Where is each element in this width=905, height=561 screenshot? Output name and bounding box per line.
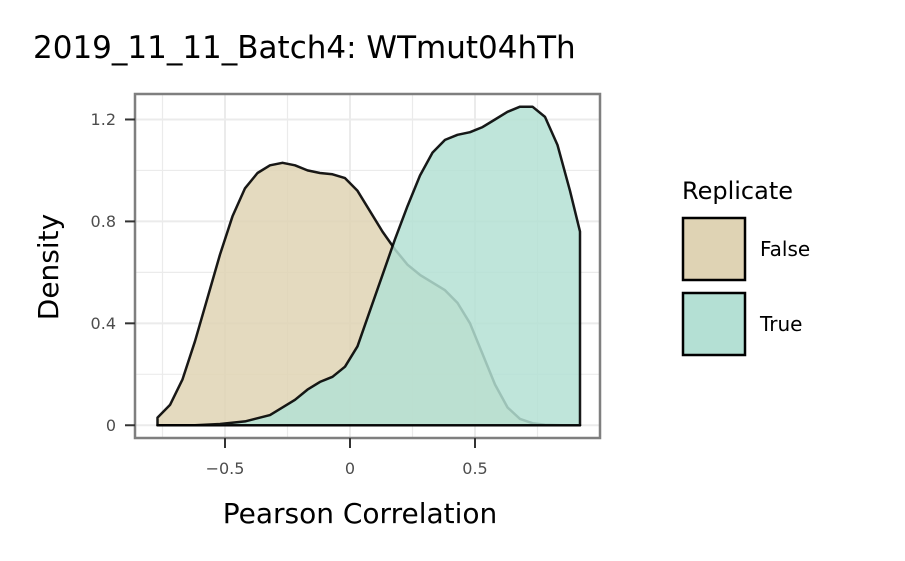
y-axis: 0 0.4 0.8 1.2 [91, 110, 135, 435]
y-tick-label: 0.8 [91, 212, 116, 231]
x-tick-label: 0.5 [462, 459, 487, 478]
y-tick-label: 0 [106, 416, 116, 435]
y-tick-label: 1.2 [91, 110, 116, 129]
y-axis-title: Density [32, 214, 65, 320]
legend-label: True [759, 312, 802, 336]
legend-title: Replicate [682, 177, 793, 205]
legend-swatch-true [681, 291, 747, 357]
x-axis-title: Pearson Correlation [223, 497, 498, 530]
density-area-true [156, 105, 582, 427]
chart-title: 2019_11_11_Batch4: WTmut04hTh [33, 30, 576, 66]
legend-items: False True [681, 216, 810, 357]
legend: Replicate False True [681, 177, 810, 357]
plot-border [133, 92, 602, 440]
y-tick-label: 0.4 [91, 314, 116, 333]
x-axis: −0.5 0 0.5 [206, 438, 488, 478]
legend-swatch-false [681, 216, 747, 282]
x-tick-label: 0 [345, 459, 355, 478]
density-areas [156, 105, 582, 427]
x-tick-label: −0.5 [206, 459, 245, 478]
legend-label: False [760, 237, 810, 261]
